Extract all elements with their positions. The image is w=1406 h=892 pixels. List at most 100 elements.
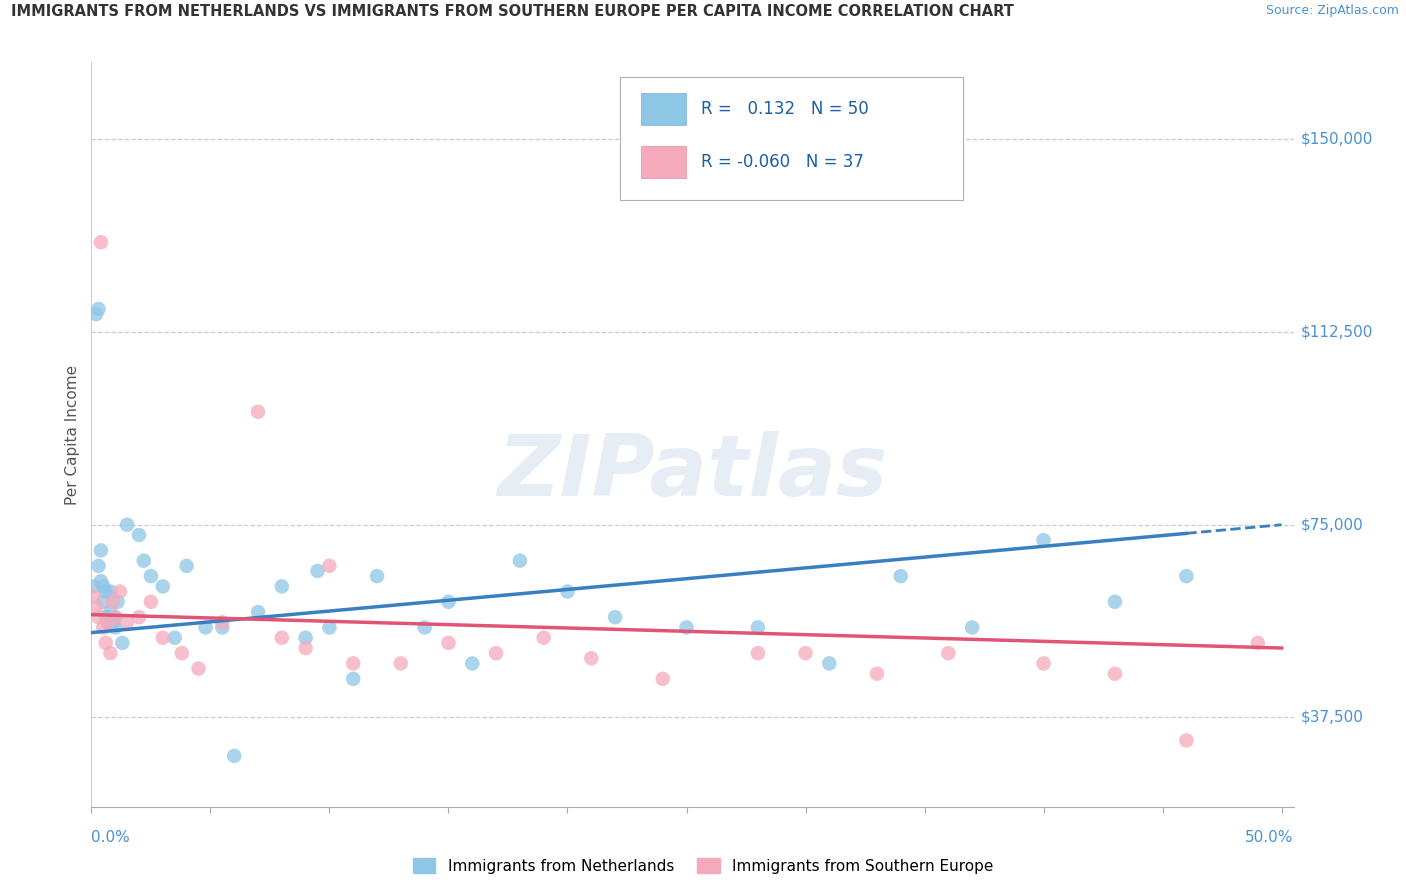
- Point: [1032, 533, 1054, 548]
- Point: [90, 543, 112, 558]
- Point: [307, 564, 329, 578]
- Point: [533, 631, 555, 645]
- Point: [94, 610, 117, 624]
- Point: [294, 640, 316, 655]
- Point: [938, 646, 960, 660]
- Point: [318, 620, 340, 634]
- Point: [152, 579, 174, 593]
- Point: [83, 590, 105, 604]
- Point: [87, 610, 110, 624]
- Point: [247, 405, 270, 419]
- Text: 0.0%: 0.0%: [91, 830, 131, 845]
- Point: [94, 636, 117, 650]
- Point: [557, 584, 579, 599]
- Point: [603, 610, 626, 624]
- Point: [247, 605, 270, 619]
- Point: [91, 579, 114, 593]
- Point: [818, 657, 841, 671]
- Point: [485, 646, 508, 660]
- Point: [890, 569, 912, 583]
- Text: Source: ZipAtlas.com: Source: ZipAtlas.com: [1265, 4, 1399, 18]
- Point: [107, 595, 129, 609]
- Point: [342, 672, 364, 686]
- Legend: Immigrants from Netherlands, Immigrants from Southern Europe: Immigrants from Netherlands, Immigrants …: [406, 852, 1000, 880]
- Point: [211, 620, 233, 634]
- Point: [1032, 657, 1054, 671]
- Point: [270, 579, 292, 593]
- Point: [294, 631, 316, 645]
- Point: [139, 569, 162, 583]
- Point: [90, 235, 112, 250]
- Point: [747, 620, 769, 634]
- Point: [211, 615, 233, 630]
- Point: [794, 646, 817, 660]
- Point: [224, 748, 246, 763]
- Point: [366, 569, 388, 583]
- Point: [128, 610, 150, 624]
- Text: R =   0.132   N = 50: R = 0.132 N = 50: [700, 100, 869, 118]
- Point: [97, 615, 120, 630]
- Bar: [641, 93, 686, 125]
- Point: [91, 620, 114, 634]
- Point: [115, 615, 138, 630]
- Point: [960, 620, 983, 634]
- Text: R = -0.060   N = 37: R = -0.060 N = 37: [700, 153, 863, 171]
- Point: [270, 631, 292, 645]
- Point: [509, 554, 531, 568]
- Point: [651, 672, 673, 686]
- Point: [1104, 595, 1126, 609]
- Point: [115, 517, 138, 532]
- Text: $37,500: $37,500: [1301, 710, 1364, 725]
- Point: [90, 574, 112, 589]
- Text: $75,000: $75,000: [1301, 517, 1364, 533]
- Point: [97, 615, 120, 630]
- Point: [437, 636, 460, 650]
- Text: ZIPatlas: ZIPatlas: [498, 431, 887, 514]
- Point: [100, 605, 122, 619]
- Point: [101, 615, 124, 630]
- Point: [866, 666, 889, 681]
- Point: [1175, 733, 1198, 747]
- Point: [170, 646, 193, 660]
- Point: [152, 631, 174, 645]
- Text: IMMIGRANTS FROM NETHERLANDS VS IMMIGRANTS FROM SOUTHERN EUROPE PER CAPITA INCOME: IMMIGRANTS FROM NETHERLANDS VS IMMIGRANT…: [11, 4, 1014, 20]
- Text: $150,000: $150,000: [1301, 132, 1372, 147]
- Text: 50.0%: 50.0%: [1246, 830, 1294, 845]
- Point: [318, 558, 340, 573]
- Point: [132, 554, 155, 568]
- Point: [101, 595, 124, 609]
- FancyBboxPatch shape: [620, 78, 963, 200]
- Point: [139, 595, 162, 609]
- Point: [108, 584, 131, 599]
- Point: [128, 528, 150, 542]
- Point: [97, 610, 120, 624]
- Y-axis label: Per Capita Income: Per Capita Income: [65, 365, 80, 505]
- Point: [675, 620, 697, 634]
- Point: [83, 579, 105, 593]
- Point: [1247, 636, 1270, 650]
- Point: [437, 595, 460, 609]
- Point: [84, 307, 107, 321]
- Point: [104, 610, 127, 624]
- Point: [581, 651, 603, 665]
- Point: [100, 646, 122, 660]
- Point: [91, 595, 114, 609]
- Point: [342, 657, 364, 671]
- Point: [87, 558, 110, 573]
- Point: [111, 636, 134, 650]
- Point: [87, 301, 110, 316]
- Bar: [641, 145, 686, 178]
- Point: [104, 610, 127, 624]
- Point: [187, 662, 209, 676]
- Point: [163, 631, 186, 645]
- Point: [413, 620, 436, 634]
- Point: [100, 584, 122, 599]
- Point: [194, 620, 217, 634]
- Point: [94, 584, 117, 599]
- Point: [104, 620, 127, 634]
- Text: $112,500: $112,500: [1301, 325, 1372, 340]
- Point: [747, 646, 769, 660]
- Point: [1104, 666, 1126, 681]
- Point: [461, 657, 484, 671]
- Point: [389, 657, 412, 671]
